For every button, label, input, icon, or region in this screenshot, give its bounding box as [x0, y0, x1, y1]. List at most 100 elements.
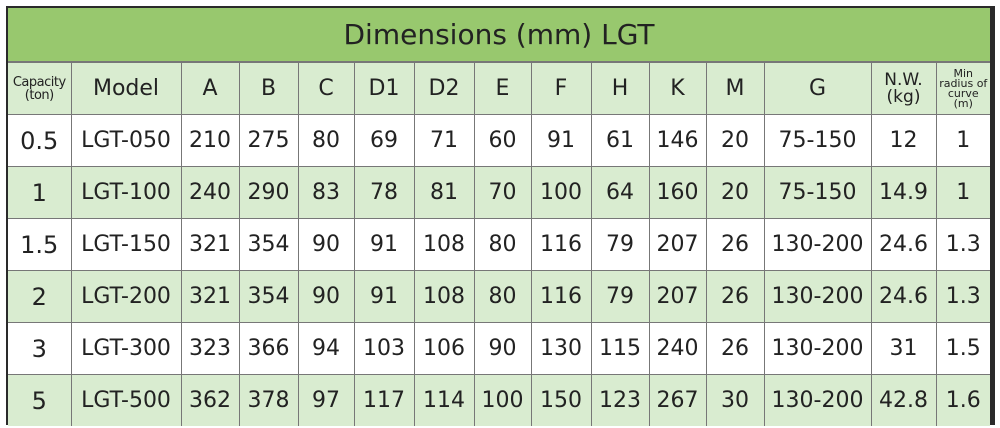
table-cell: 42.8	[870, 374, 937, 426]
column-header: A	[180, 62, 240, 115]
table-cell: 150	[530, 374, 592, 426]
table-cell: LGT-300	[70, 322, 182, 375]
table-cell: 69	[353, 114, 415, 167]
table-cell: 240	[648, 322, 707, 375]
table-cell: 116	[530, 270, 592, 323]
table-cell: 1.5	[8, 218, 72, 271]
table-cell: 80	[473, 218, 532, 271]
column-header: M	[705, 62, 765, 115]
table-cell: 26	[705, 270, 765, 323]
table-title: Dimensions (mm) LGT	[8, 8, 990, 62]
table-cell: 70	[473, 166, 532, 219]
column-header: Capacity (ton)	[8, 62, 72, 115]
table-cell: 108	[413, 218, 475, 271]
table-cell: 14.9	[870, 166, 937, 219]
column-header: H	[590, 62, 650, 115]
column-header: D1	[353, 62, 415, 115]
table-row: 0.5 LGT-050 210 275 80 69 71 60 91 61 146 20 75-150 1…	[8, 114, 990, 167]
dimensions-table-frame: Dimensions (mm) LGT Capacity (ton) Model A…	[6, 6, 995, 426]
table-cell: 130-200	[763, 218, 872, 271]
table-cell: 91	[353, 218, 415, 271]
table-cell: 160	[648, 166, 707, 219]
column-header: B	[238, 62, 299, 115]
table-cell: 130-200	[763, 374, 872, 426]
table-cell: 323	[180, 322, 240, 375]
table-cell: 0.5	[8, 114, 72, 167]
column-header: E	[473, 62, 532, 115]
table-cell: 106	[413, 322, 475, 375]
dimensions-table: Capacity (ton) Model A B C D1 D2 E F H K M G N.W. (kg…	[8, 62, 990, 426]
table-cell: 60	[473, 114, 532, 167]
table-cell: 114	[413, 374, 475, 426]
table-cell: 20	[705, 166, 765, 219]
table-cell: LGT-500	[70, 374, 182, 426]
table-cell: 81	[413, 166, 475, 219]
table-cell: 24.6	[870, 270, 937, 323]
table-cell: 94	[297, 322, 355, 375]
table-cell: 78	[353, 166, 415, 219]
table-cell: 321	[180, 270, 240, 323]
table-cell: 24.6	[870, 218, 937, 271]
table-cell: 115	[590, 322, 650, 375]
table-row: 2 LGT-200 321 354 90 91 108 80 116 79 207 26 130-200…	[8, 270, 990, 323]
table-cell: 71	[413, 114, 475, 167]
column-header: Min radius of curve (m)	[935, 62, 990, 115]
table-cell: 130-200	[763, 322, 872, 375]
table-cell: LGT-050	[70, 114, 182, 167]
table-cell: 1	[935, 166, 990, 219]
table-cell: 100	[530, 166, 592, 219]
column-header: D2	[413, 62, 475, 115]
table-cell: 362	[180, 374, 240, 426]
table-cell: 275	[238, 114, 299, 167]
table-cell: 90	[473, 322, 532, 375]
table-cell: 31	[870, 322, 937, 375]
table-cell: 1.5	[935, 322, 990, 375]
table-cell: 378	[238, 374, 299, 426]
table-cell: 75-150	[763, 114, 872, 167]
table-cell: 123	[590, 374, 650, 426]
table-cell: 3	[8, 322, 72, 375]
table-row: 1.5 LGT-150 321 354 90 91 108 80 116 79 207 26 130-2…	[8, 218, 990, 271]
table-cell: 1.6	[935, 374, 990, 426]
table-cell: 207	[648, 218, 707, 271]
table-cell: LGT-200	[70, 270, 182, 323]
table-cell: 79	[590, 218, 650, 271]
table-cell: 26	[705, 218, 765, 271]
table-cell: 210	[180, 114, 240, 167]
table-cell: 2	[8, 270, 72, 323]
column-header: K	[648, 62, 707, 115]
table-row: 3 LGT-300 323 366 94 103 106 90 130 115 240 26 130-2…	[8, 322, 990, 375]
table-cell: LGT-100	[70, 166, 182, 219]
table-cell: 20	[705, 114, 765, 167]
table-cell: 130-200	[763, 270, 872, 323]
table-cell: 207	[648, 270, 707, 323]
table-cell: 91	[353, 270, 415, 323]
table-cell: 1	[8, 166, 72, 219]
table-cell: 30	[705, 374, 765, 426]
table-cell: 61	[590, 114, 650, 167]
table-cell: 354	[238, 270, 299, 323]
table-cell: 103	[353, 322, 415, 375]
table-cell: 1.3	[935, 270, 990, 323]
table-cell: 83	[297, 166, 355, 219]
table-cell: 100	[473, 374, 532, 426]
column-header: C	[297, 62, 355, 115]
column-header: Model	[70, 62, 182, 115]
column-header: N.W. (kg)	[870, 62, 937, 115]
table-cell: 97	[297, 374, 355, 426]
header-row: Capacity (ton) Model A B C D1 D2 E F H K M G N.W. (kg…	[8, 62, 990, 115]
table-cell: 290	[238, 166, 299, 219]
table-cell: 1.3	[935, 218, 990, 271]
table-cell: 108	[413, 270, 475, 323]
table-cell: 80	[473, 270, 532, 323]
table-cell: 117	[353, 374, 415, 426]
table-cell: 267	[648, 374, 707, 426]
column-header: G	[763, 62, 872, 115]
table-cell: 75-150	[763, 166, 872, 219]
table-cell: 64	[590, 166, 650, 219]
table-cell: 130	[530, 322, 592, 375]
table-cell: 116	[530, 218, 592, 271]
table-row: 5 LGT-500 362 378 97 117 114 100 150 123 267 30 130-…	[8, 374, 990, 426]
table-cell: 5	[8, 374, 72, 426]
column-header: F	[530, 62, 592, 115]
